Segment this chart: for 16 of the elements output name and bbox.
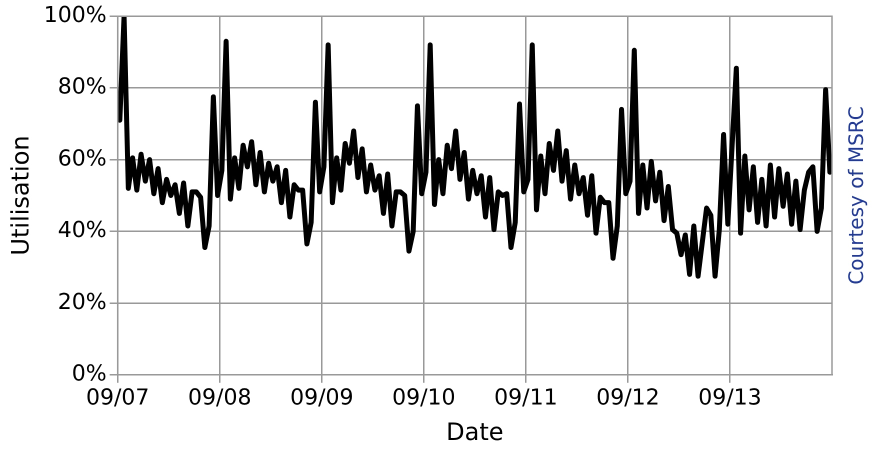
y-tick-label: 100% [44, 2, 107, 28]
y-tick-label: 80% [58, 74, 107, 100]
x-tick-label: 09/07 [86, 386, 150, 411]
x-tick-label: 09/13 [698, 386, 762, 411]
x-tick-label: 09/10 [392, 386, 456, 411]
x-tick-label: 09/08 [188, 386, 252, 411]
x-tick-label: 09/11 [494, 386, 558, 411]
x-axis-title: Date [446, 418, 504, 446]
x-tick-label: 09/12 [596, 386, 660, 411]
text: Courtesy of MSRC [844, 106, 868, 285]
x-tick-label: 09/09 [290, 386, 354, 411]
y-tick-label: 20% [58, 290, 107, 315]
y-tick-label: 0% [72, 362, 107, 387]
y-axis-title: Utilisation [6, 135, 35, 256]
y-tick-label: 60% [58, 146, 107, 172]
y-tick-label: 40% [58, 218, 107, 244]
